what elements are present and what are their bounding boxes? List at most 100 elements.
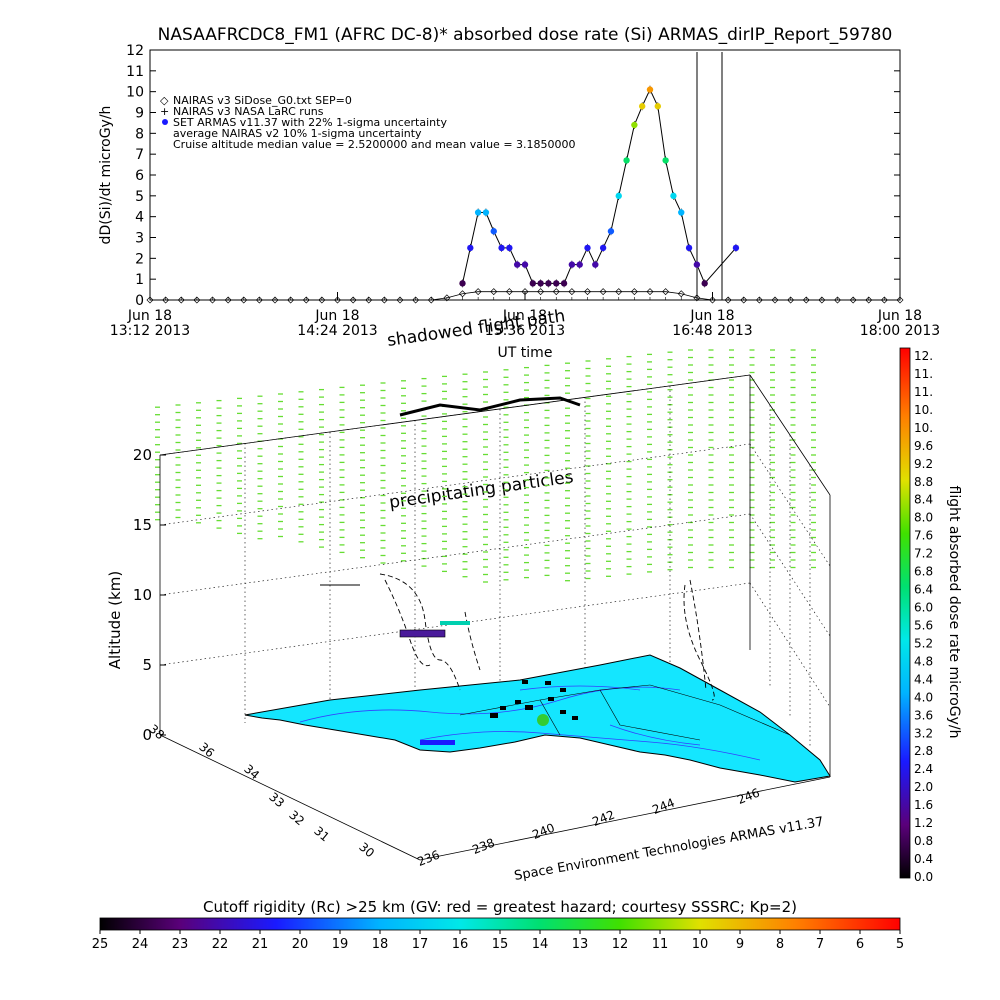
nairas-point — [568, 288, 576, 296]
nairas-point — [349, 296, 357, 304]
nairas-point — [162, 296, 170, 304]
armas-point — [584, 244, 591, 252]
armas-point — [607, 228, 615, 235]
x-tick-label-date: Jun 18 — [314, 308, 359, 324]
nairas-point — [412, 296, 420, 304]
nairas-point — [380, 296, 388, 304]
dose-colorbar-tick-label: 8.8 — [914, 475, 933, 489]
nairas-point — [146, 296, 154, 304]
armas-point — [498, 244, 505, 252]
nairas-point — [599, 288, 607, 296]
armas-point — [685, 244, 693, 252]
nairas-point — [255, 296, 263, 304]
dose-colorbar-tick-label: 1.6 — [914, 798, 933, 812]
longitude-tick-label: 244 — [650, 796, 676, 818]
altitude-axis-label: Altitude (km) — [106, 571, 124, 669]
legend-entry: average NAIRAS v2 10% 1-sigma uncertaint… — [173, 127, 422, 140]
nairas-point — [490, 288, 498, 296]
x-tick-label-time: 15:36 2013 — [485, 323, 565, 339]
y-tick-label: 7 — [135, 147, 144, 163]
rigidity-colorbar-tick-label: 18 — [372, 937, 389, 952]
nairas-point — [615, 288, 623, 296]
dose-colorbar-tick-label: 6.4 — [914, 583, 933, 597]
armas-point — [631, 121, 638, 129]
flight-segment — [440, 621, 470, 625]
dose-colorbar-tick-label: 5.2 — [914, 636, 933, 650]
dose-colorbar-tick-label: 6.0 — [914, 601, 933, 615]
dose-colorbar-tick-label: 4.0 — [914, 690, 933, 704]
y-tick-label: 3 — [135, 231, 144, 247]
nairas-point — [334, 296, 341, 304]
armas-point — [592, 261, 599, 268]
x-tick-label-date: Jun 18 — [877, 308, 922, 324]
armas-point — [693, 261, 701, 268]
nairas-point — [224, 296, 232, 304]
x-tick-label-time: 18:00 2013 — [860, 323, 940, 339]
rigidity-colorbar-tick-label: 11 — [652, 937, 669, 952]
nairas-point — [209, 296, 216, 304]
time-y-axis-label: dD(Si)/dt microGy/h — [98, 106, 114, 245]
rigidity-colorbar-tick-label: 15 — [492, 937, 509, 952]
longitude-tick-label: 246 — [735, 786, 761, 808]
rigidity-colorbar-tick-label: 13 — [572, 937, 589, 952]
dose-colorbar-tick-label: 10. — [914, 421, 933, 435]
rigidity-colorbar-tick-label: 19 — [332, 937, 349, 952]
dose-colorbar-tick-label: 9.2 — [914, 457, 933, 471]
latitude-tick-label: 33 — [266, 790, 287, 811]
legend: ◇ NAIRAS v3 SiDose_G0.txt SEP=0 + NAIRAS… — [160, 94, 576, 151]
nairas-point — [318, 296, 326, 304]
nairas-point — [818, 296, 826, 304]
x-tick-label-date: Jun 18 — [502, 308, 547, 324]
armas-line — [462, 88, 737, 285]
latitude-tick-label: 34 — [241, 762, 262, 783]
armas-point — [513, 261, 521, 268]
armas-point — [521, 261, 529, 268]
nairas-point — [552, 288, 560, 296]
longitude-ticks: 236 238 240 242 244 246 — [415, 786, 761, 870]
credit-label: Space Environment Technologies ARMAS v11… — [513, 815, 825, 884]
nairas-point — [880, 296, 888, 304]
rigidity-colorbar — [99, 917, 901, 931]
altitude-tick-label: 0 — [142, 726, 152, 744]
legend-entry: NAIRAS v3 NASA LaRC runs — [173, 105, 324, 118]
armas-point — [529, 280, 537, 287]
dose-colorbar-tick-label: 3.2 — [914, 726, 933, 740]
nairas-point — [459, 290, 466, 298]
dose-colorbar-tick-label: 7.2 — [914, 547, 933, 561]
armas-point — [553, 280, 560, 287]
nairas-point — [709, 296, 716, 304]
armas-point — [576, 261, 583, 268]
dose-colorbar-tick-label: 3.6 — [914, 708, 933, 722]
rigidity-colorbar-tick-label: 17 — [412, 937, 429, 952]
y-tick-label: 5 — [135, 189, 144, 205]
nairas-point — [443, 294, 451, 302]
rigidity-colorbar-tick-label: 21 — [252, 937, 269, 952]
rigidity-colorbar-tick-label: 16 — [452, 937, 469, 952]
longitude-tick-label: 240 — [530, 821, 556, 843]
ground-track-marks — [490, 680, 578, 720]
latitude-tick-label: 32 — [286, 808, 307, 829]
rigidity-colorbar-tick-label: 10 — [692, 937, 709, 952]
armas-point — [506, 244, 513, 252]
nairas-point — [662, 288, 670, 296]
longitude-tick-label: 242 — [590, 808, 616, 830]
dose-colorbar-tick-label: 0.8 — [914, 834, 933, 848]
chart-title: NASAAFRCDC8_FM1 (AFRC DC-8)* absorbed do… — [158, 25, 893, 45]
y-tick-label: 4 — [135, 210, 144, 226]
nairas-point — [677, 290, 685, 298]
armas-point — [490, 228, 497, 235]
rigidity-colorbar-label: Cutoff rigidity (Rc) >25 km (GV: red = g… — [203, 898, 797, 916]
legend-marker: + — [160, 105, 169, 118]
legend-entry: SET ARMAS v11.37 with 22% 1-sigma uncert… — [173, 116, 447, 129]
nairas-point — [646, 288, 654, 296]
time-x-axis-label: UT time — [498, 345, 553, 361]
longitude-tick-label: 238 — [470, 836, 496, 858]
armas-point — [678, 209, 685, 216]
dose-colorbar-tick-label: 4.8 — [914, 654, 933, 668]
dose-colorbar-tick-label: 5.6 — [914, 618, 933, 632]
dose-colorbar-tick-label: 2.0 — [914, 780, 933, 794]
nairas-point — [849, 296, 857, 304]
